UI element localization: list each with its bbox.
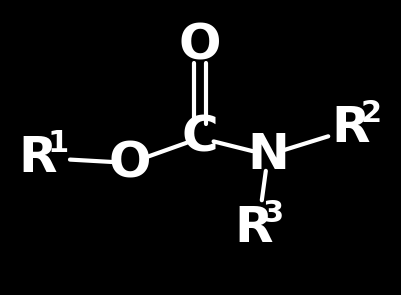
Text: N: N xyxy=(247,131,289,179)
Text: 2: 2 xyxy=(360,99,382,129)
Text: O: O xyxy=(109,139,151,187)
Text: 1: 1 xyxy=(47,130,69,158)
Text: R: R xyxy=(332,104,370,152)
Text: R: R xyxy=(235,204,273,252)
Text: O: O xyxy=(179,21,221,69)
Text: C: C xyxy=(182,114,219,162)
Text: 3: 3 xyxy=(263,199,285,229)
Text: R: R xyxy=(19,134,57,182)
